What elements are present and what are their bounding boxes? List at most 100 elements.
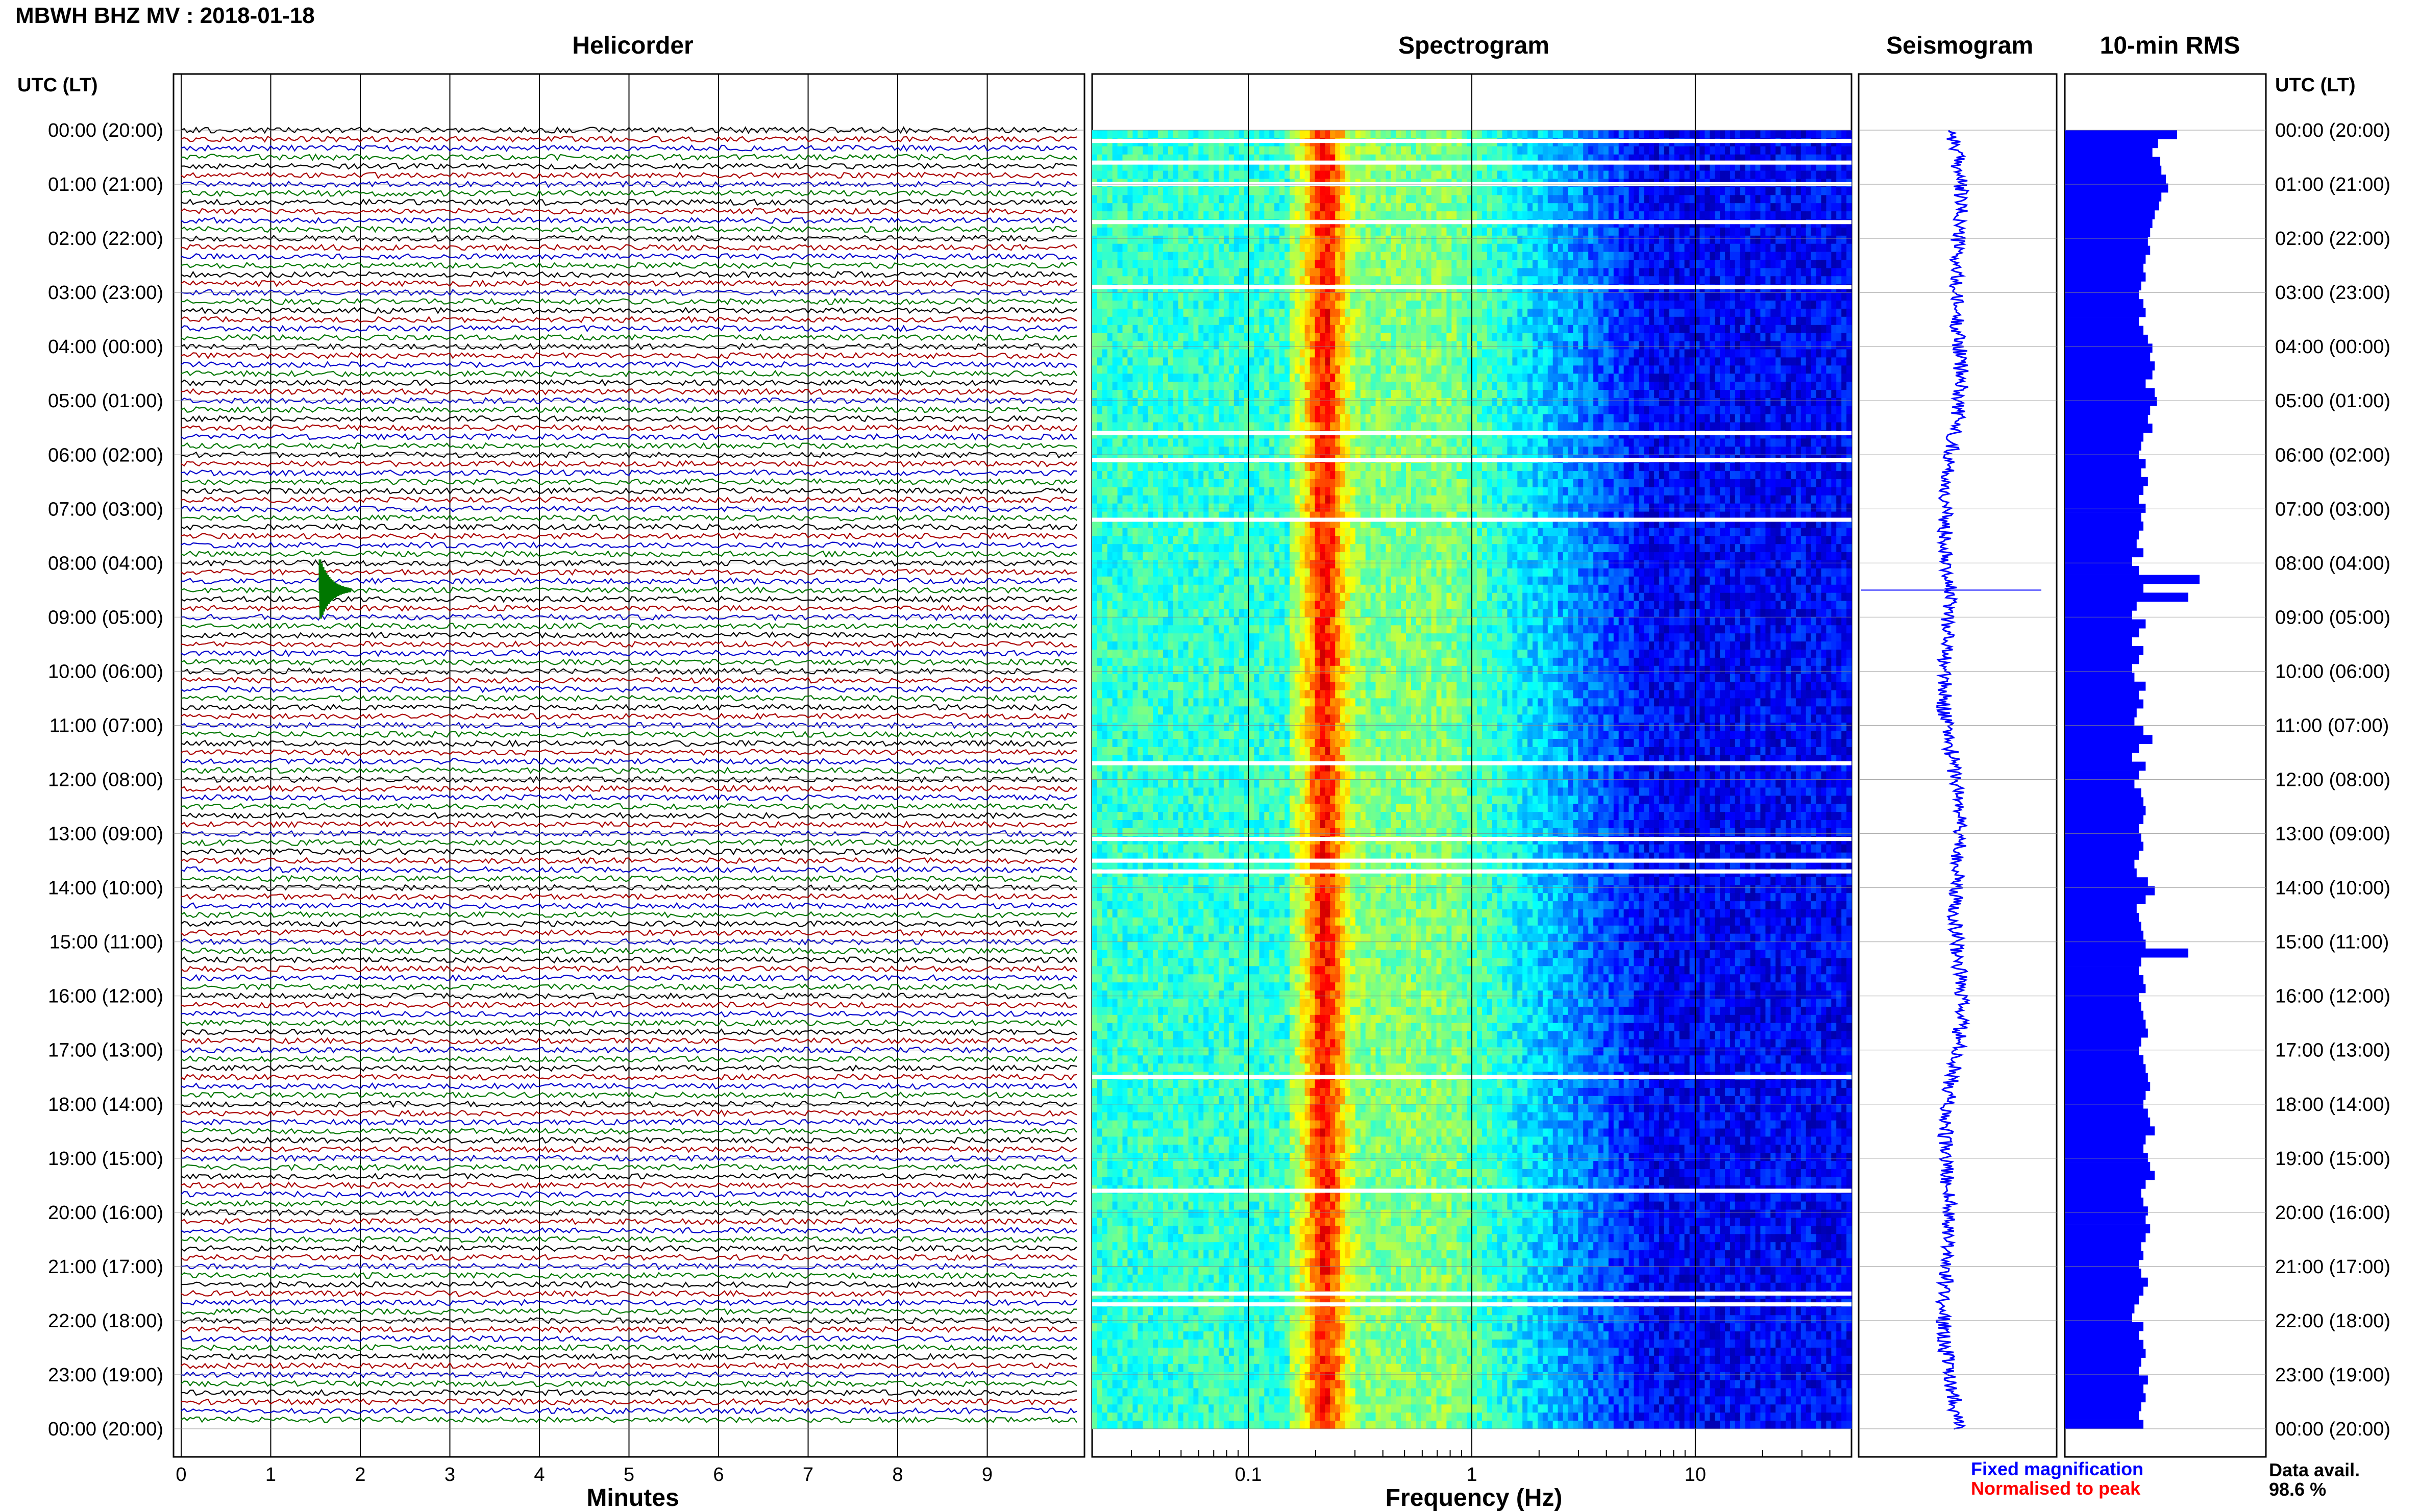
spectrogram-cell xyxy=(1846,350,1852,358)
spectrogram-cell xyxy=(1113,357,1118,366)
spectrogram-cell xyxy=(1457,228,1462,236)
spectrogram-cell xyxy=(1735,325,1741,334)
spectrogram-cell xyxy=(1178,268,1184,277)
spectrogram-cell xyxy=(1310,228,1316,236)
spectrogram-cell xyxy=(1502,365,1508,374)
spectrogram-cell xyxy=(1685,187,1690,195)
spectrogram-cell xyxy=(1457,268,1462,277)
spectrogram-cell xyxy=(1173,146,1179,155)
spectrogram-cell xyxy=(1290,252,1295,261)
spectrogram-cell xyxy=(1391,146,1396,155)
spectrogram-cell xyxy=(1340,292,1346,301)
spectrogram-cell xyxy=(1791,236,1796,244)
spectrogram-cell xyxy=(1573,350,1578,358)
spectrogram-cell xyxy=(1254,268,1260,277)
spectrogram-cell xyxy=(1507,276,1513,285)
spectrogram-cell xyxy=(1132,130,1138,139)
spectrogram-cell xyxy=(1791,357,1796,366)
spectrogram-cell xyxy=(1391,350,1396,358)
spectrogram-cell xyxy=(1826,252,1832,261)
spectrogram-cell xyxy=(1563,211,1569,220)
spectrogram-cell xyxy=(1659,244,1665,253)
spectrogram-cell xyxy=(1401,325,1406,334)
spectrogram-cell xyxy=(1730,228,1736,236)
spectrogram-cell xyxy=(1533,211,1538,220)
spectrogram-cell xyxy=(1132,260,1138,269)
spectrogram-cell xyxy=(1229,146,1235,155)
spectrogram-cell xyxy=(1320,365,1325,374)
spectrogram-cell xyxy=(1097,236,1103,244)
spectrogram-cell xyxy=(1801,317,1807,326)
spectrogram-cell xyxy=(1371,309,1376,317)
spectrogram-cell xyxy=(1477,292,1483,301)
spectrogram-cell xyxy=(1634,309,1639,317)
spectrogram-cell xyxy=(1705,252,1710,261)
spectrogram-cell xyxy=(1234,350,1240,358)
spectrogram-cell xyxy=(1325,365,1330,374)
spectrogram-cell xyxy=(1305,130,1311,139)
spectrogram-cell xyxy=(1305,357,1311,366)
spectrogram-cell xyxy=(1816,203,1822,212)
spectrogram-cell xyxy=(1320,292,1325,301)
spectrogram-cell xyxy=(1113,260,1118,269)
spectrogram-cell xyxy=(1330,252,1336,261)
spectrogram-cell xyxy=(1588,146,1594,155)
spectrogram-cell xyxy=(1295,171,1300,180)
spectrogram-cell xyxy=(1406,382,1412,390)
spectrogram-cell xyxy=(1502,171,1508,180)
spectrogram-cell xyxy=(1831,317,1837,326)
spectrogram-cell xyxy=(1725,382,1731,390)
spectrogram-cell xyxy=(1092,292,1098,301)
spectrogram-cell xyxy=(1411,203,1417,212)
spectrogram-cell xyxy=(1376,236,1381,244)
spectrogram-cell xyxy=(1173,203,1179,212)
spectrogram-cell xyxy=(1533,268,1538,277)
spectrogram-cell xyxy=(1745,244,1751,253)
spectrogram-cell xyxy=(1502,292,1508,301)
spectrogram-cell xyxy=(1841,236,1847,244)
spectrogram-cell xyxy=(1654,309,1660,317)
spectrogram-cell xyxy=(1522,292,1528,301)
spectrogram-cell xyxy=(1482,292,1488,301)
spectrogram-cell xyxy=(1573,276,1578,285)
spectrogram-cell xyxy=(1841,276,1847,285)
spectrogram-cell xyxy=(1624,187,1630,195)
spectrogram-cell xyxy=(1609,333,1614,342)
spectrogram-cell xyxy=(1705,301,1710,309)
spectrogram-cell xyxy=(1437,276,1442,285)
spectrogram-cell xyxy=(1437,195,1442,204)
spectrogram-cell xyxy=(1775,171,1781,180)
spectrogram-cell xyxy=(1502,244,1508,253)
spectrogram-cell xyxy=(1254,374,1260,382)
spectrogram-cell xyxy=(1113,333,1118,342)
spectrogram-cell xyxy=(1674,292,1680,301)
spectrogram-cell xyxy=(1730,252,1736,261)
spectrogram-cell xyxy=(1148,350,1153,358)
spectrogram-cell xyxy=(1138,236,1143,244)
spectrogram-cell xyxy=(1451,244,1457,253)
spectrogram-cell xyxy=(1310,333,1316,342)
spectrogram-cell xyxy=(1355,357,1361,366)
spectrogram-cell xyxy=(1512,244,1518,253)
spectrogram-cell xyxy=(1614,309,1619,317)
spectrogram-cell xyxy=(1482,325,1488,334)
spectrogram-cell xyxy=(1198,357,1204,366)
spectrogram-cell xyxy=(1097,333,1103,342)
spectrogram-cell xyxy=(1224,292,1229,301)
spectrogram-cell xyxy=(1598,252,1604,261)
spectrogram-cell xyxy=(1775,130,1781,139)
spectrogram-cell xyxy=(1816,260,1822,269)
spectrogram-cell xyxy=(1685,374,1690,382)
spectrogram-cell xyxy=(1487,195,1493,204)
spectrogram-cell xyxy=(1477,301,1483,309)
spectrogram-cell xyxy=(1143,236,1148,244)
spectrogram-cell xyxy=(1512,382,1518,390)
spectrogram-cell xyxy=(1203,382,1209,390)
spectrogram-cell xyxy=(1092,276,1098,285)
spectrogram-cell xyxy=(1259,228,1265,236)
spectrogram-cell xyxy=(1801,244,1807,253)
spectrogram-cell xyxy=(1361,357,1366,366)
spectrogram-cell xyxy=(1725,317,1731,326)
spectrogram-cell xyxy=(1816,301,1822,309)
spectrogram-cell xyxy=(1750,187,1756,195)
